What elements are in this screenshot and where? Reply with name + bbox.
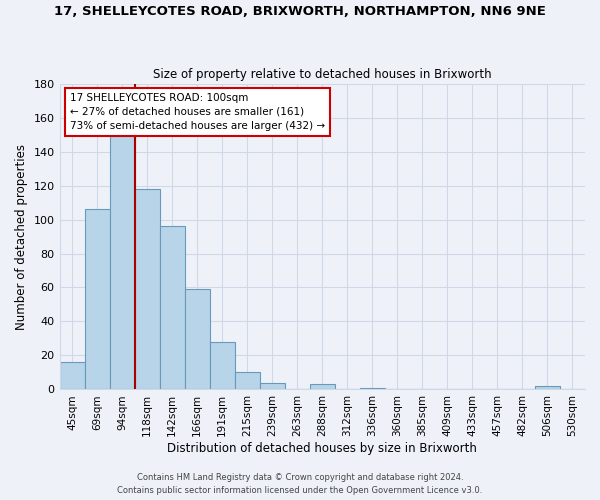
Text: 17 SHELLEYCOTES ROAD: 100sqm
← 27% of detached houses are smaller (161)
73% of s: 17 SHELLEYCOTES ROAD: 100sqm ← 27% of de… — [70, 92, 325, 130]
Bar — [310, 384, 335, 390]
Title: Size of property relative to detached houses in Brixworth: Size of property relative to detached ho… — [153, 68, 491, 81]
Bar — [110, 136, 134, 390]
Bar — [209, 342, 235, 390]
Bar — [185, 289, 209, 390]
Bar — [59, 362, 85, 390]
Y-axis label: Number of detached properties: Number of detached properties — [15, 144, 28, 330]
Bar — [535, 386, 560, 390]
Bar — [360, 388, 385, 390]
Bar — [260, 382, 285, 390]
Text: 17, SHELLEYCOTES ROAD, BRIXWORTH, NORTHAMPTON, NN6 9NE: 17, SHELLEYCOTES ROAD, BRIXWORTH, NORTHA… — [54, 5, 546, 18]
Bar — [85, 210, 110, 390]
Bar — [134, 189, 160, 390]
Bar — [160, 226, 185, 390]
Bar — [235, 372, 260, 390]
Text: Contains HM Land Registry data © Crown copyright and database right 2024.
Contai: Contains HM Land Registry data © Crown c… — [118, 474, 482, 495]
X-axis label: Distribution of detached houses by size in Brixworth: Distribution of detached houses by size … — [167, 442, 477, 455]
